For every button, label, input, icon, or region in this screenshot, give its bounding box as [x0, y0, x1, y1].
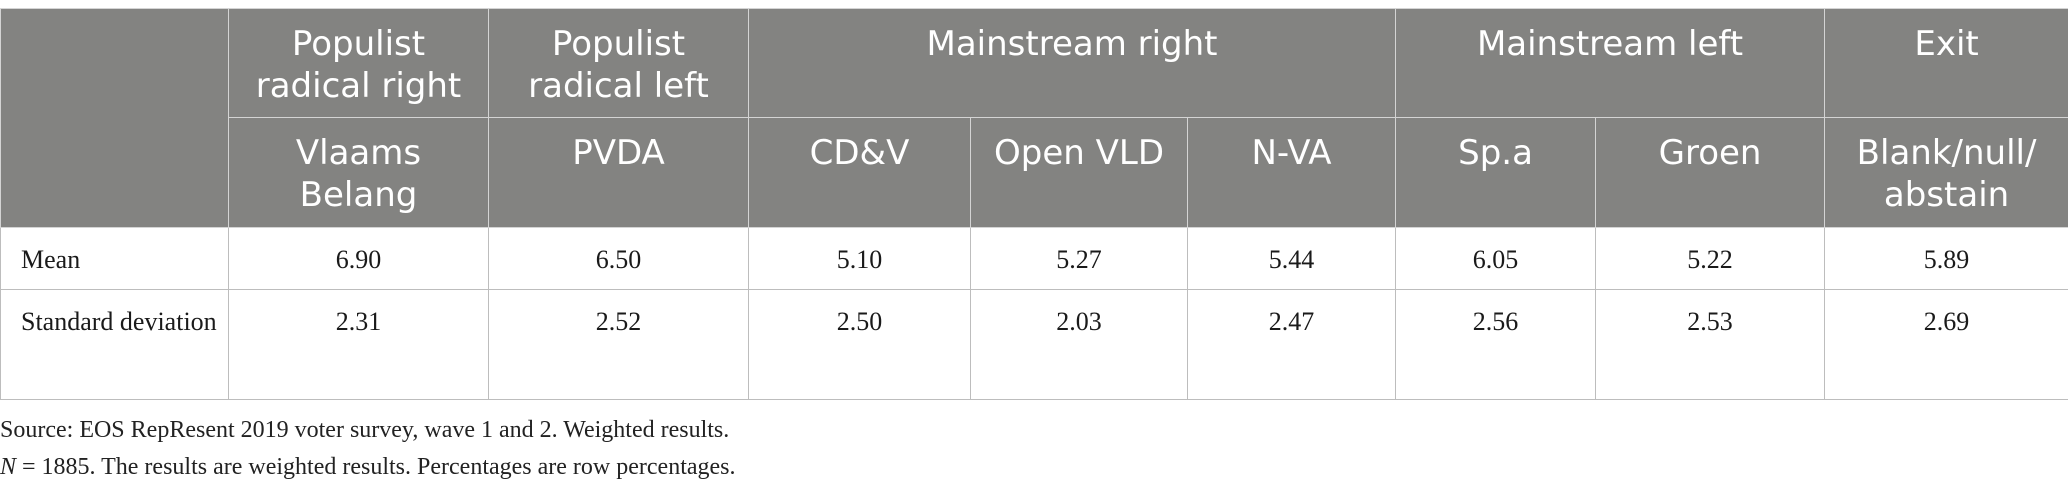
party-header-blank-null-abstain: Blank/null/ abstain	[1824, 117, 2068, 228]
table-row-mean: Mean 6.90 6.50 5.10 5.27 5.44 6.05 5.22 …	[0, 227, 2068, 290]
table-cell: 5.44	[1186, 227, 1397, 290]
table-cell: 6.90	[228, 227, 489, 290]
table-cell: 2.31	[228, 289, 489, 400]
source-note: Source: EOS RepResent 2019 voter survey,…	[0, 417, 730, 443]
party-header-row: Vlaams Belang PVDA CD&V Open VLD N-VA Sp…	[1, 117, 2068, 228]
party-header-cdv: CD&V	[748, 117, 971, 228]
table-cell: 2.52	[488, 289, 749, 400]
table-cell: 2.03	[970, 289, 1188, 400]
table-cell: 2.53	[1595, 289, 1826, 400]
table-cell: 5.22	[1595, 227, 1826, 290]
table-cell: 5.89	[1824, 227, 2068, 290]
table-notes: Source: EOS RepResent 2019 voter survey,…	[0, 412, 736, 486]
table-row-standard-deviation: Standard deviation 2.31 2.52 2.50 2.03 2…	[0, 289, 2068, 400]
group-header-populist-radical-left: Populist radical left	[488, 8, 749, 118]
table-cell: 2.56	[1395, 289, 1597, 400]
group-header-populist-radical-right: Populist radical right	[228, 8, 489, 118]
row-label: Standard deviation	[0, 289, 229, 400]
results-table-container: Populist radical right Populist radical …	[0, 8, 2068, 400]
group-header-exit: Exit	[1824, 8, 2068, 118]
group-header-mainstream-right: Mainstream right	[747, 8, 1397, 118]
sample-size-text: = 1885. The results are weighted results…	[16, 454, 736, 480]
party-header-spa: Sp.a	[1395, 117, 1597, 228]
table-cell: 6.50	[488, 227, 749, 290]
sample-size-note: N = 1885. The results are weighted resul…	[0, 449, 736, 486]
table-cell: 2.47	[1186, 289, 1397, 400]
table-cell: 5.10	[748, 227, 971, 290]
results-table: Populist radical right Populist radical …	[0, 8, 2068, 400]
party-header-groen: Groen	[1595, 117, 1826, 228]
group-header-row: Populist radical right Populist radical …	[0, 8, 2068, 228]
table-cell: 5.27	[970, 227, 1188, 290]
n-symbol: N	[0, 454, 17, 480]
party-header-n-va: N-VA	[1186, 117, 1397, 228]
group-header-mainstream-left: Mainstream left	[1395, 8, 1826, 118]
party-header-pvda: PVDA	[488, 117, 749, 228]
corner-header-cell	[0, 8, 229, 228]
party-header-vlaams-belang: Vlaams Belang	[228, 117, 489, 228]
row-label: Mean	[0, 227, 229, 290]
table-cell: 2.50	[748, 289, 971, 400]
table-cell: 6.05	[1395, 227, 1597, 290]
table-cell: 2.69	[1824, 289, 2068, 400]
party-header-open-vld: Open VLD	[970, 117, 1188, 228]
